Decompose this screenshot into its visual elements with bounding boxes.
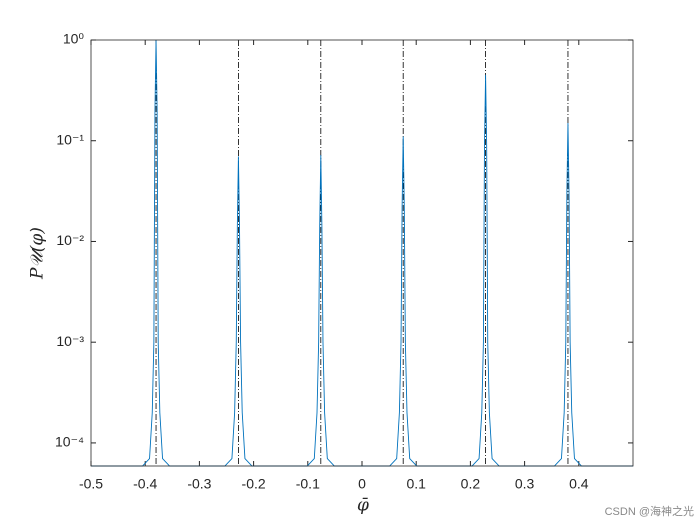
x-axis-label: φ̄ — [357, 496, 369, 516]
x-tick-label: -0.4 — [133, 476, 157, 492]
x-tick-label: 0.2 — [461, 476, 481, 492]
watermark: CSDN @海神之光 — [605, 504, 694, 518]
x-tick-label: -0.3 — [187, 476, 211, 492]
x-tick-label: -0.1 — [296, 476, 320, 492]
x-tick-label: 0.1 — [406, 476, 426, 492]
x-tick-label: 0.3 — [515, 476, 535, 492]
y-tick-label: 10⁻⁴ — [55, 434, 84, 450]
x-tick-label: 0 — [358, 476, 366, 492]
y-tick-label: 10⁰ — [63, 31, 85, 47]
x-tick-label: -0.5 — [79, 476, 103, 492]
y-tick-label: 10⁻¹ — [56, 131, 84, 147]
x-tick-label: 0.4 — [569, 476, 589, 492]
y-tick-label: 10⁻³ — [56, 333, 84, 349]
y-axis-label: P𝒰(φ) — [28, 227, 48, 280]
y-tick-label: 10⁻² — [56, 232, 84, 248]
plot-frame — [90, 39, 634, 467]
x-tick-label: -0.2 — [242, 476, 266, 492]
